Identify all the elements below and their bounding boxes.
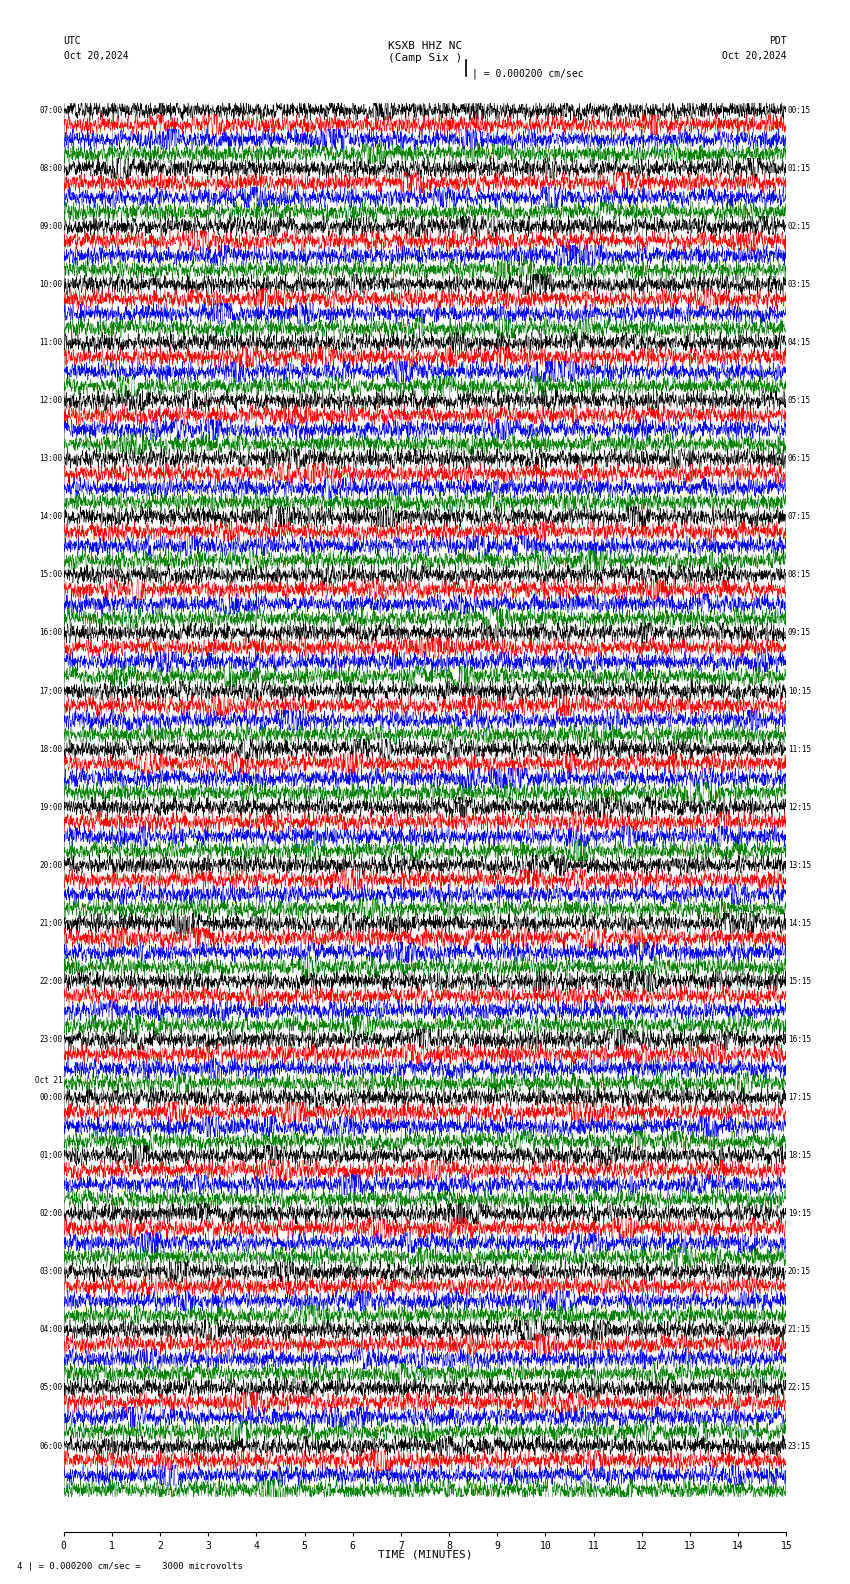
Text: 04:15: 04:15	[788, 337, 811, 347]
Text: PDT: PDT	[768, 36, 786, 46]
Text: 18:15: 18:15	[788, 1152, 811, 1159]
Text: 04:00: 04:00	[39, 1326, 62, 1334]
Text: 12:15: 12:15	[788, 803, 811, 811]
Text: KSXB HHZ NC
(Camp Six ): KSXB HHZ NC (Camp Six )	[388, 41, 462, 63]
Text: 10:15: 10:15	[788, 686, 811, 695]
Text: 23:00: 23:00	[39, 1034, 62, 1044]
Text: 17:15: 17:15	[788, 1093, 811, 1102]
Text: 19:15: 19:15	[788, 1209, 811, 1218]
Text: 20:15: 20:15	[788, 1267, 811, 1277]
Text: 06:00: 06:00	[39, 1441, 62, 1451]
Text: Oct 20,2024: Oct 20,2024	[64, 51, 128, 60]
Text: 18:00: 18:00	[39, 744, 62, 754]
Text: 05:15: 05:15	[788, 396, 811, 406]
Text: 01:00: 01:00	[39, 1152, 62, 1159]
Text: 07:00: 07:00	[39, 106, 62, 114]
Text: 09:15: 09:15	[788, 629, 811, 637]
Text: 21:00: 21:00	[39, 919, 62, 928]
Text: 02:15: 02:15	[788, 222, 811, 231]
Text: 23:15: 23:15	[788, 1441, 811, 1451]
Text: 13:15: 13:15	[788, 860, 811, 870]
Text: TIME (MINUTES): TIME (MINUTES)	[377, 1549, 473, 1559]
Text: 19:00: 19:00	[39, 803, 62, 811]
Text: 12:00: 12:00	[39, 396, 62, 406]
Text: 06:15: 06:15	[788, 455, 811, 463]
Text: 02:00: 02:00	[39, 1209, 62, 1218]
Text: 07:15: 07:15	[788, 512, 811, 521]
Text: 14:15: 14:15	[788, 919, 811, 928]
Text: Oct 20,2024: Oct 20,2024	[722, 51, 786, 60]
Text: | = 0.000200 cm/sec: | = 0.000200 cm/sec	[472, 68, 583, 79]
Text: Oct 21: Oct 21	[35, 1077, 62, 1085]
Text: 03:00: 03:00	[39, 1267, 62, 1277]
Text: 21:15: 21:15	[788, 1326, 811, 1334]
Text: 17:00: 17:00	[39, 686, 62, 695]
Text: 09:00: 09:00	[39, 222, 62, 231]
Text: 05:00: 05:00	[39, 1383, 62, 1392]
Text: 20:00: 20:00	[39, 860, 62, 870]
Text: 22:00: 22:00	[39, 977, 62, 985]
Text: 00:15: 00:15	[788, 106, 811, 114]
Text: UTC: UTC	[64, 36, 82, 46]
Text: 01:15: 01:15	[788, 163, 811, 173]
Text: 16:15: 16:15	[788, 1034, 811, 1044]
Text: 4 | = 0.000200 cm/sec =    3000 microvolts: 4 | = 0.000200 cm/sec = 3000 microvolts	[17, 1562, 243, 1571]
Text: 15:00: 15:00	[39, 570, 62, 580]
Text: 15:15: 15:15	[788, 977, 811, 985]
Text: 03:15: 03:15	[788, 280, 811, 288]
Text: 08:15: 08:15	[788, 570, 811, 580]
Text: 14:00: 14:00	[39, 512, 62, 521]
Text: 13:00: 13:00	[39, 455, 62, 463]
Text: 22:15: 22:15	[788, 1383, 811, 1392]
Text: 11:00: 11:00	[39, 337, 62, 347]
Text: 11:15: 11:15	[788, 744, 811, 754]
Text: 00:00: 00:00	[39, 1093, 62, 1102]
Text: 16:00: 16:00	[39, 629, 62, 637]
Text: 10:00: 10:00	[39, 280, 62, 288]
Text: 08:00: 08:00	[39, 163, 62, 173]
